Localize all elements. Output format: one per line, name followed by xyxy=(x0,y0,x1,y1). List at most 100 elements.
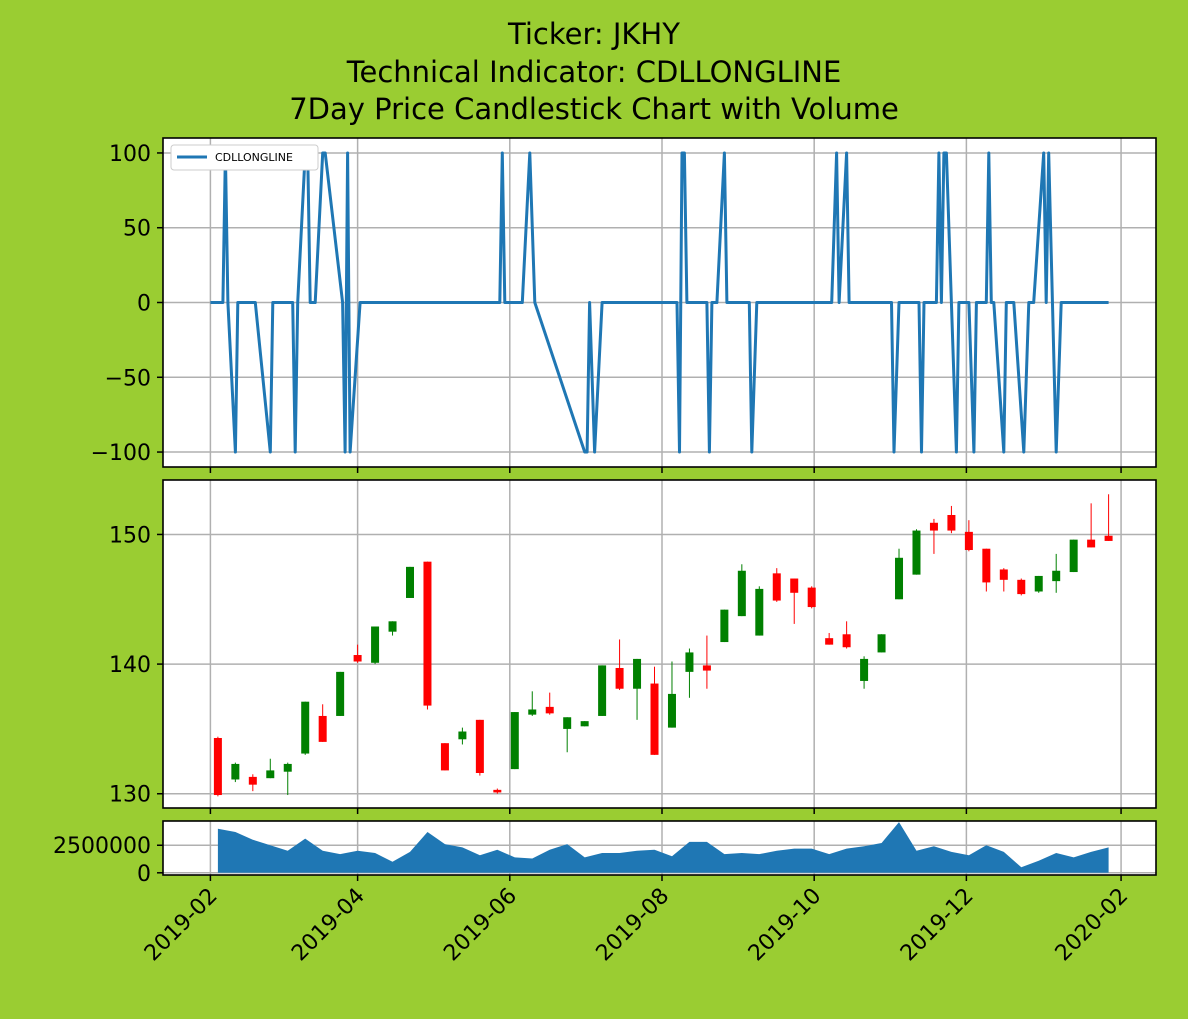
candle-body xyxy=(702,665,711,671)
candle-body xyxy=(231,763,240,780)
candle-body xyxy=(406,566,415,598)
volume-area xyxy=(217,822,1109,873)
candle-body xyxy=(318,715,327,742)
candle-body xyxy=(353,655,362,662)
xtick-label: 2019-04 xyxy=(287,884,370,967)
candlestick xyxy=(563,717,572,753)
price-frame xyxy=(162,479,1157,809)
candle-body xyxy=(248,776,257,785)
price-plot-area xyxy=(163,480,1156,808)
candle-body xyxy=(825,638,834,645)
chart-title-line-1: Ticker: JKHY xyxy=(508,17,680,51)
candlestick xyxy=(790,578,799,624)
candle-body xyxy=(877,634,886,653)
candle-body xyxy=(895,557,904,600)
candle-body xyxy=(772,573,781,601)
candle-body xyxy=(720,609,729,643)
candle-body xyxy=(440,743,449,771)
candle-body xyxy=(807,587,816,608)
candle-body xyxy=(388,621,397,632)
xtick-label: 2019-10 xyxy=(744,884,827,967)
candlestick xyxy=(720,609,729,643)
candle-body xyxy=(528,709,537,715)
candle-body xyxy=(336,671,345,716)
candle-body xyxy=(1087,539,1096,548)
candle-body xyxy=(737,570,746,617)
candlestick xyxy=(842,621,851,649)
candle-body xyxy=(458,731,467,740)
candlestick xyxy=(598,665,607,716)
candlestick xyxy=(440,743,449,771)
candle-body xyxy=(1069,539,1078,573)
xtick-label: 2019-02 xyxy=(140,884,223,967)
indicator-panel: 100 50 0 −50 −100 CDLLONGLINE xyxy=(91,137,1157,473)
indicator-ytick-label: 50 xyxy=(123,217,151,242)
x-axis: 2019-02 2019-04 2019-06 2019-08 2019-10 2019-… xyxy=(140,884,1133,967)
candlestick xyxy=(772,568,781,602)
candlestick xyxy=(545,692,554,715)
price-ytick-label: 140 xyxy=(109,653,151,678)
candlestick xyxy=(877,634,886,653)
candle-body xyxy=(999,569,1008,580)
candlestick xyxy=(336,671,345,716)
candle-body xyxy=(615,667,624,689)
indicator-ytick-label: 0 xyxy=(137,292,151,317)
candlestick xyxy=(1087,503,1096,548)
candle-body xyxy=(650,683,659,755)
candlestick xyxy=(528,691,537,716)
legend: CDLLONGLINE xyxy=(170,144,319,171)
candle-body xyxy=(475,719,484,773)
candlestick xyxy=(807,586,816,609)
candlestick xyxy=(982,548,991,592)
candlestick xyxy=(353,644,362,663)
candlestick xyxy=(475,719,484,776)
candlestick xyxy=(633,658,642,720)
candlestick xyxy=(667,661,676,728)
candlestick xyxy=(371,626,380,665)
xtick-label: 2019-08 xyxy=(592,884,675,967)
candle-body xyxy=(1017,579,1026,595)
candlestick xyxy=(947,505,956,534)
candlestick xyxy=(1034,575,1043,593)
candle-body xyxy=(371,626,380,663)
candlestick xyxy=(825,632,834,645)
candle-body xyxy=(667,693,676,728)
candle-body xyxy=(266,770,275,779)
xtick-label: 2020-02 xyxy=(1051,884,1134,967)
indicator-ytick-label: 100 xyxy=(109,142,151,167)
xtick-label: 2019-12 xyxy=(896,884,979,967)
volume-frame xyxy=(162,820,1157,876)
price-ytick-label: 150 xyxy=(109,523,151,548)
candle-body xyxy=(493,789,502,793)
candle-body xyxy=(842,634,851,648)
candle-body xyxy=(860,658,869,681)
candlestick xyxy=(458,727,467,745)
candle-body xyxy=(790,578,799,593)
candlestick xyxy=(650,666,659,755)
chart-title-line-2: Technical Indicator: CDLLONGLINE xyxy=(346,55,842,89)
candlestick xyxy=(685,648,694,698)
candle-body xyxy=(633,658,642,689)
indicator-ytick-label: −50 xyxy=(105,366,151,391)
candle-body xyxy=(912,530,921,575)
candlestick xyxy=(231,762,240,783)
candle-body xyxy=(947,515,956,531)
candlestick xyxy=(248,774,257,792)
volume-ytick-label: 2500000 xyxy=(53,834,151,859)
candlestick xyxy=(912,529,921,575)
candle-body xyxy=(580,721,589,727)
candlestick xyxy=(964,520,973,552)
candle-body xyxy=(283,763,292,772)
candle-body xyxy=(1052,570,1061,582)
price-ytick-label: 130 xyxy=(109,783,151,808)
candle-body xyxy=(982,548,991,583)
candlestick xyxy=(301,701,310,755)
candlestick xyxy=(580,721,589,727)
candle-body xyxy=(545,706,554,714)
candlestick xyxy=(737,564,746,617)
legend-box xyxy=(170,144,319,171)
candle-body xyxy=(213,737,222,796)
candle-body xyxy=(301,701,310,754)
candlestick xyxy=(510,712,519,770)
